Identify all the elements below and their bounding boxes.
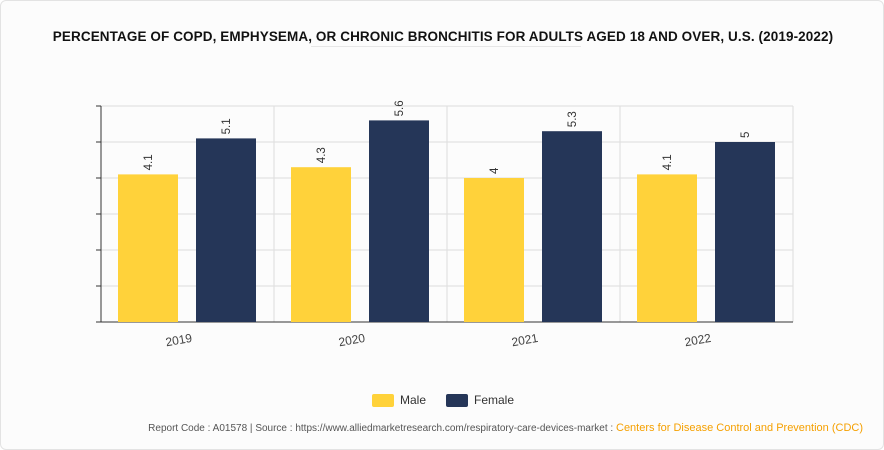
x-tick-label-2021: 2021 [510, 331, 539, 349]
legend-label-female: Female [474, 393, 515, 407]
bar-male-2021 [464, 178, 524, 322]
footer: Report Code : A01578 | Source : https://… [1, 422, 863, 434]
title-underline [311, 46, 581, 47]
data-label-female-2021: 5.3 [567, 111, 579, 127]
source-organization: Centers for Disease Control and Preventi… [616, 422, 863, 434]
legend-swatch-male [371, 393, 394, 407]
bar-female-2022 [715, 142, 775, 322]
data-label-male-2022: 4.1 [662, 154, 674, 170]
data-label-female-2019: 5.1 [221, 118, 233, 134]
footer-separator: | [249, 423, 253, 434]
report-code: Report Code : A01578 [148, 423, 248, 434]
bar-male-2020 [291, 167, 351, 322]
legend-item-male[interactable]: Male [371, 393, 426, 407]
source-text: Source : https://www.alliedmarketresearc… [255, 423, 614, 434]
x-tick-label-2019: 2019 [164, 331, 193, 349]
bar-female-2020 [369, 120, 429, 323]
data-label-male-2020: 4.3 [316, 147, 328, 163]
x-tick-label-2022: 2022 [683, 331, 712, 349]
legend-label-male: Male [399, 393, 426, 407]
chart-title: PERCENTAGE OF COPD, EMPHYSEMA, OR CHRONI… [52, 29, 834, 44]
chart-legend: Male Female [1, 393, 883, 407]
bar-male-2019 [118, 174, 178, 322]
data-label-female-2020: 5.6 [394, 100, 406, 116]
x-tick-label-2020: 2020 [337, 331, 366, 349]
bar-chart: 4.1 5.1 2019 4.3 5.6 2020 4 5.3 2021 4.1 5 2022 [96, 100, 794, 349]
legend-item-female[interactable]: Female [446, 393, 514, 407]
legend-swatch-female [446, 393, 468, 407]
bar-female-2021 [542, 131, 602, 322]
data-label-female-2022: 5 [740, 132, 752, 138]
bar-female-2019 [196, 138, 256, 322]
data-label-male-2021: 4 [489, 167, 501, 174]
data-label-male-2019: 4.1 [143, 154, 155, 170]
bar-male-2022 [637, 174, 697, 322]
